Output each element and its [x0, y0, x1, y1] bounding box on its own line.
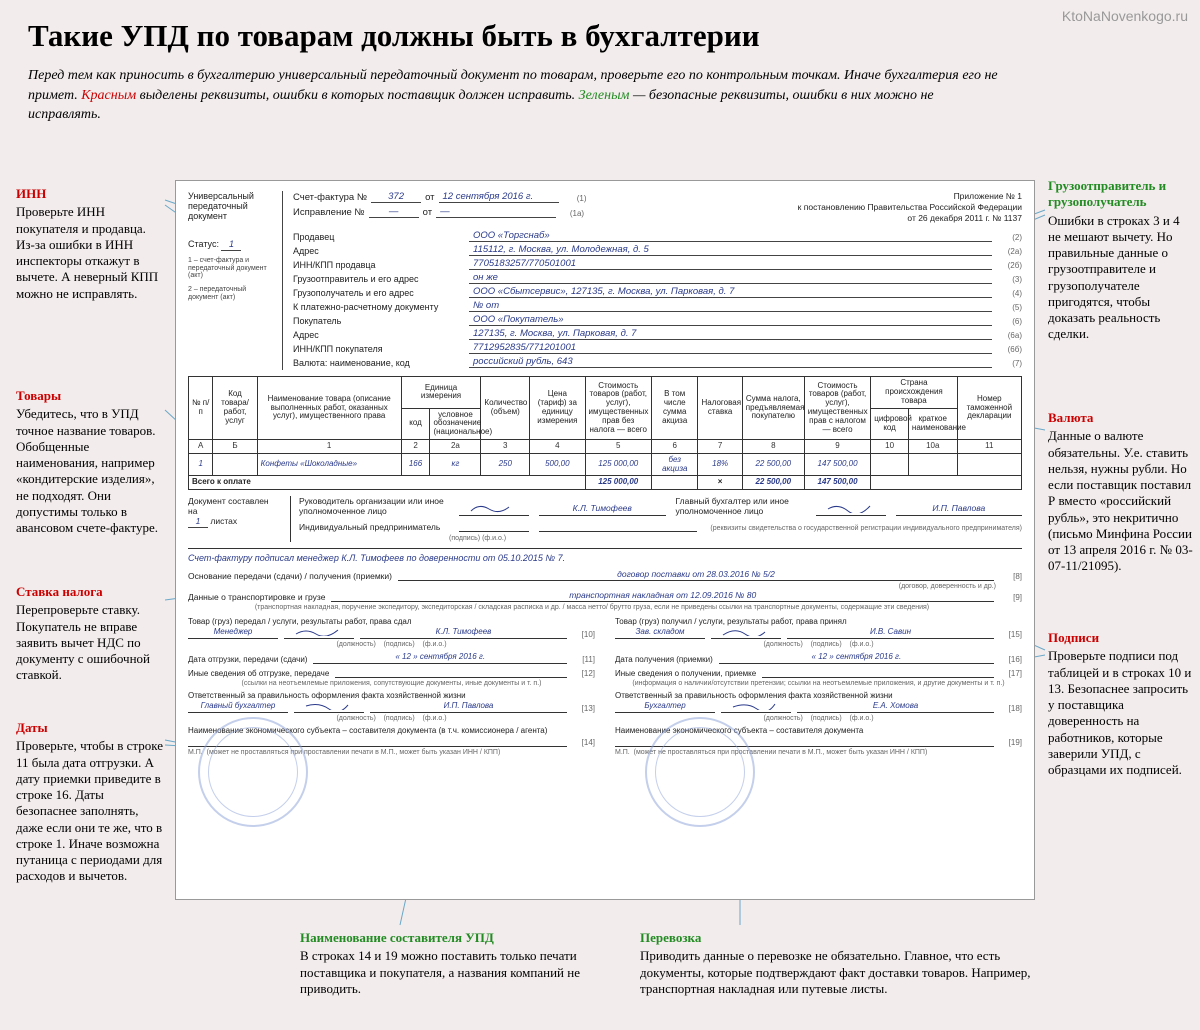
- ann-composer: Наименование составителя УПДВ строках 14…: [300, 930, 590, 997]
- ann-rate: Ставка налогаПерепроверьте ставку. Покуп…: [16, 584, 166, 684]
- ann-ship: Грузоотправитель и грузополучательОшибки…: [1048, 178, 1193, 343]
- page-title: Такие УПД по товарам должны быть в бухга…: [28, 18, 1172, 54]
- right-block: Товар (груз) получил / услуги, результат…: [615, 617, 1022, 756]
- upd-document: Универсальный передаточный документ Стат…: [175, 180, 1035, 900]
- ann-goods: ТоварыУбедитесь, что в УПД точное назван…: [16, 388, 166, 536]
- watermark: KtoNaNovenkogo.ru: [1062, 8, 1188, 24]
- intro-text: Перед тем как приносить в бухгалтерию ун…: [28, 66, 1008, 125]
- ann-inn: ИННПроверьте ИНН покупателя и продавца. …: [16, 186, 166, 302]
- upd-label: Универсальный передаточный документ: [188, 191, 276, 221]
- ann-dates: ДатыПроверьте, чтобы в строке 11 была да…: [16, 720, 166, 885]
- sign-note: Счет-фактуру подписал менеджер К.Л. Тимо…: [188, 553, 1022, 563]
- goods-table: № п/пКод товара/ работ, услуг Наименован…: [188, 376, 1022, 490]
- ann-transport: ПеревозкаПриводить данные о перевозке не…: [640, 930, 1060, 997]
- ann-sign: ПодписиПроверьте подписи под таблицей и …: [1048, 630, 1193, 778]
- left-block: Товар (груз) передал / услуги, результат…: [188, 617, 595, 756]
- ann-currency: ВалютаДанные о валюте обязательны. У.е. …: [1048, 410, 1193, 575]
